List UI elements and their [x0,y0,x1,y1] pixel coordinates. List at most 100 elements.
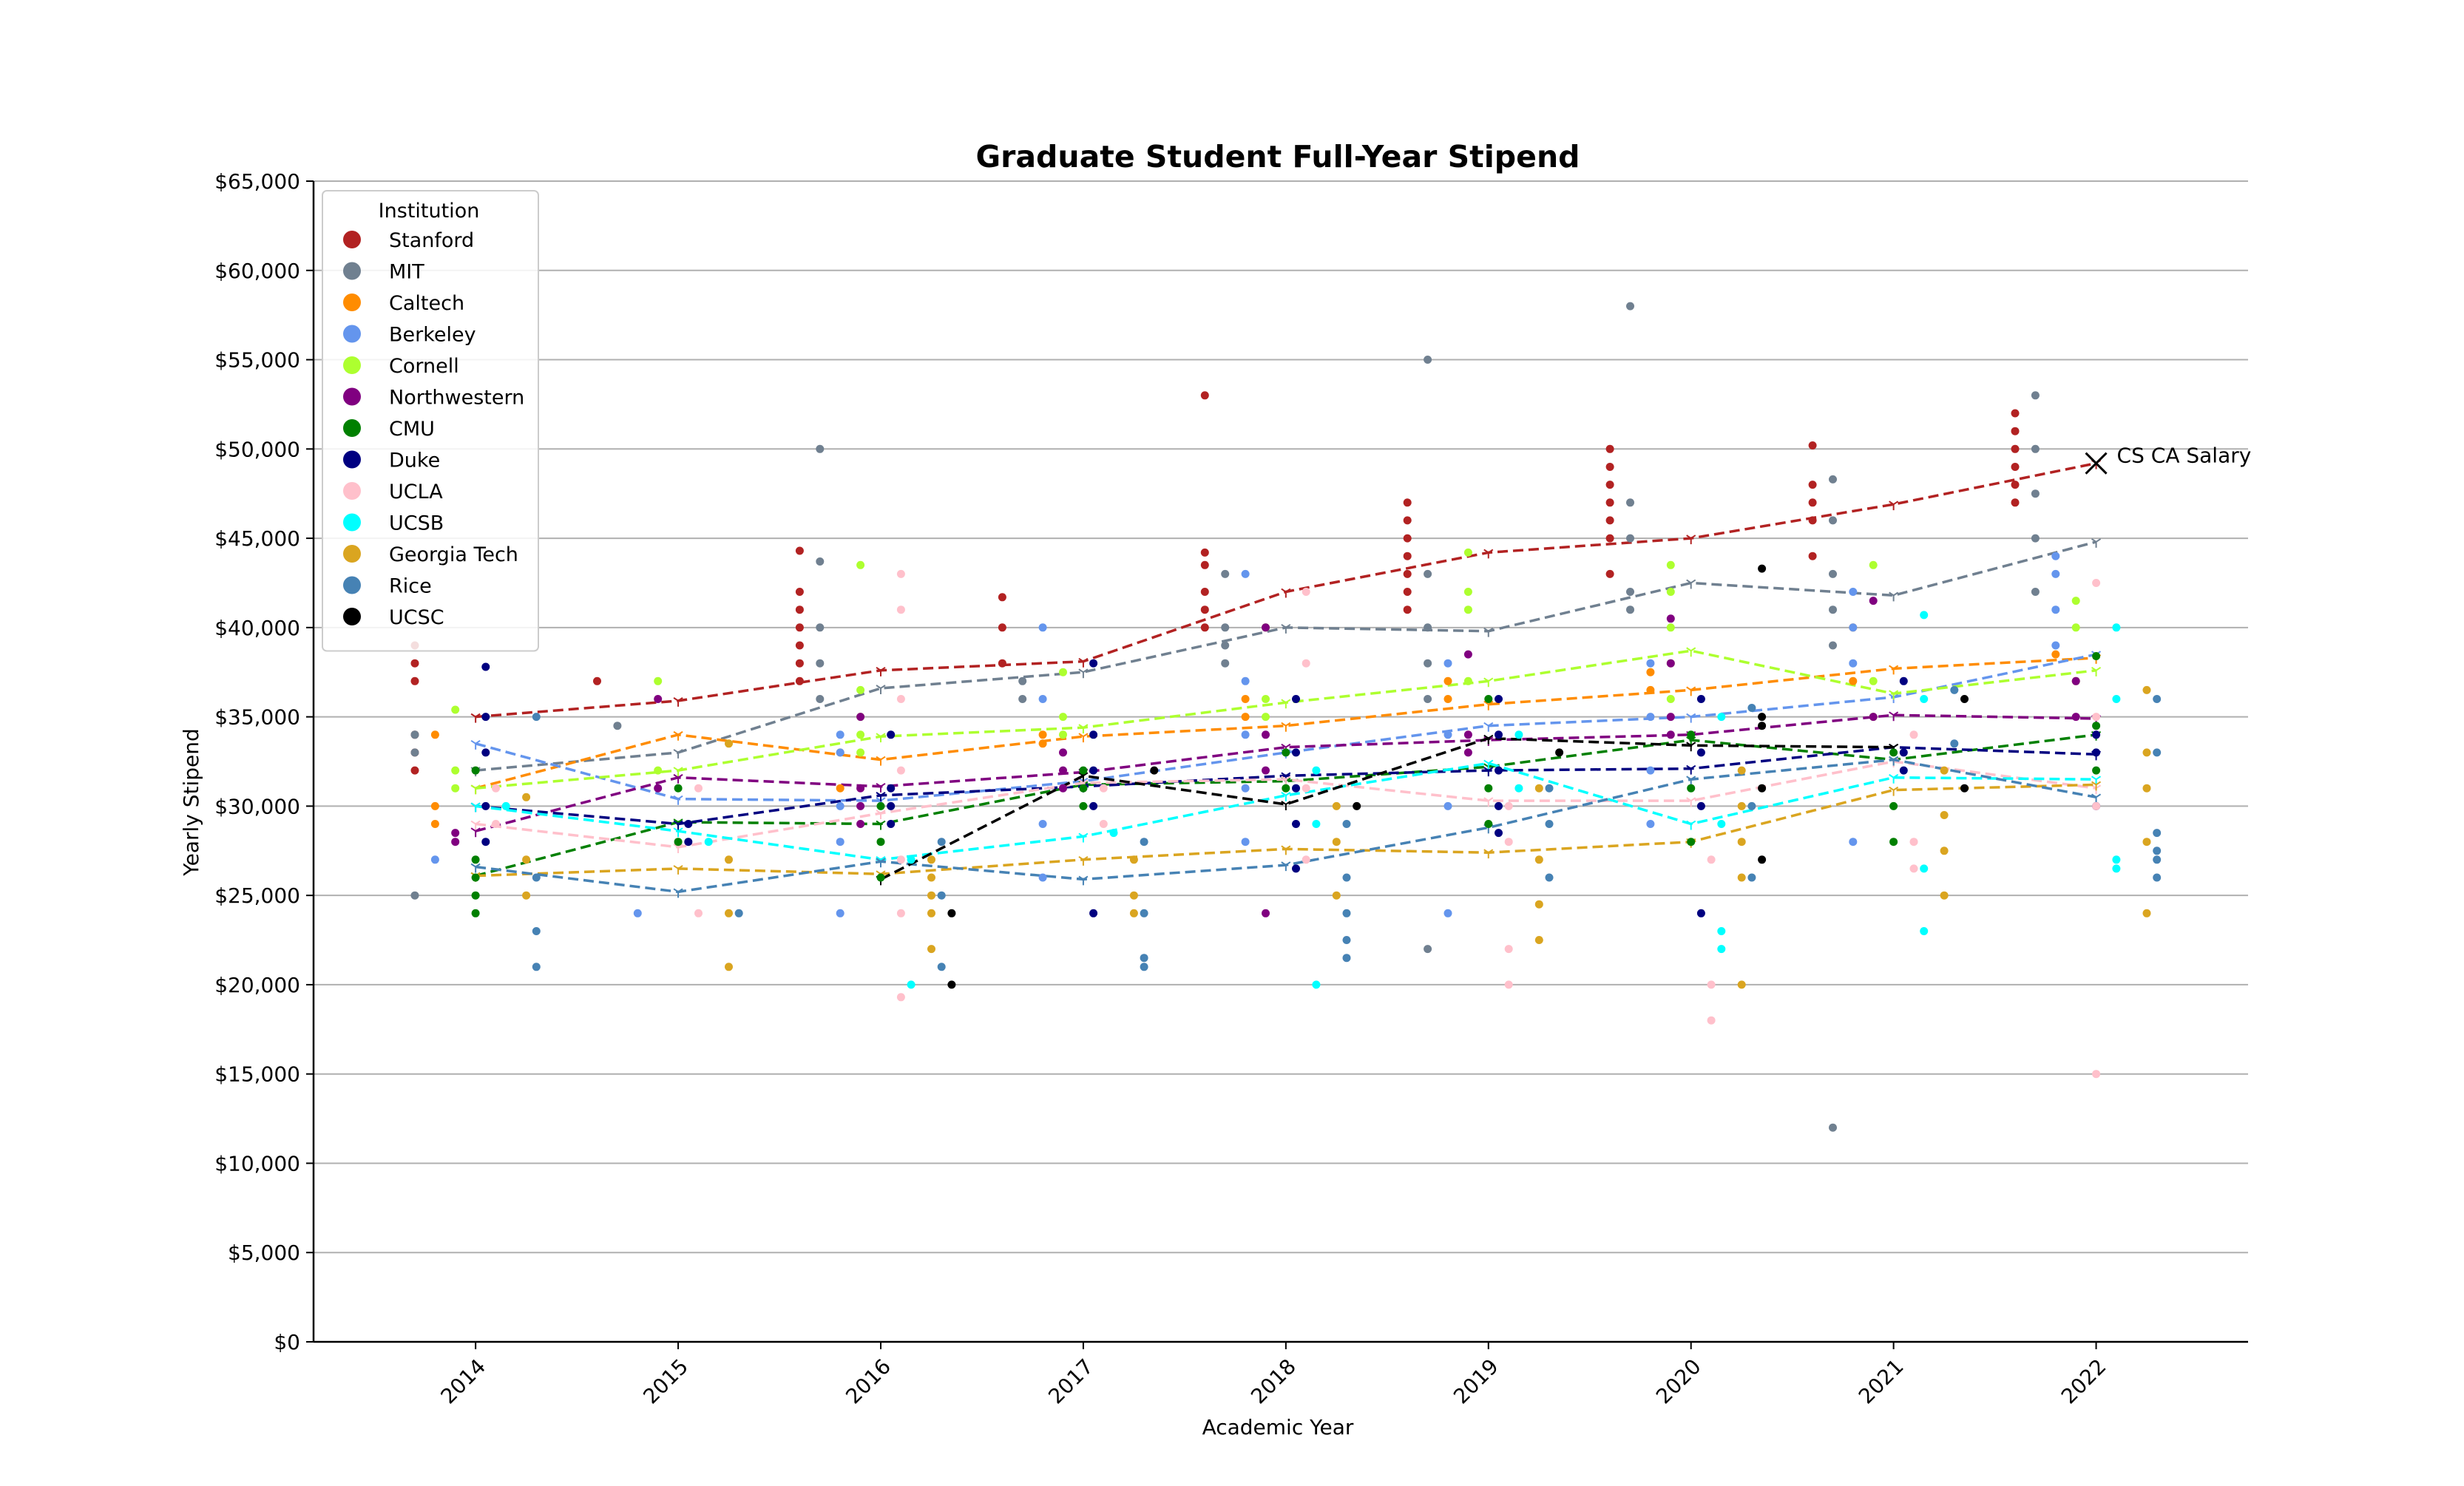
trend-marker [1889,711,1899,722]
data-point [1960,695,1969,703]
data-point [1707,855,1716,864]
trend-marker [1281,699,1291,709]
data-point [1920,927,1929,935]
data-point [471,891,480,900]
data-point [1262,623,1270,632]
data-point [694,784,703,793]
data-point [1889,748,1898,757]
trend-marker [876,820,886,830]
data-point [795,623,804,632]
trend-marker [1686,797,1696,807]
data-point [1666,623,1675,632]
data-point [1292,748,1300,757]
data-point [1424,945,1432,954]
data-point [1737,801,1746,810]
data-point [1038,623,1047,632]
data-point [2092,766,2101,775]
trend-marker [1281,792,1291,801]
data-point [1808,552,1817,560]
data-point [887,730,896,739]
data-point [1696,801,1705,810]
data-point [937,891,946,900]
data-point [896,993,905,1002]
data-point [674,784,683,793]
data-point [2011,463,2020,471]
data-point [816,695,825,703]
data-point [1292,695,1300,703]
data-point [725,739,733,748]
data-point [1666,614,1675,623]
y-tick-label: $25,000 [214,883,300,908]
data-point [2153,855,2162,864]
data-point [836,909,845,917]
trend-marker [470,820,481,830]
data-point [1059,668,1067,676]
data-point [471,766,480,775]
data-point [492,784,500,793]
data-point [2011,444,2020,453]
data-point [2142,909,2151,917]
data-point [734,909,743,917]
data-point [1282,748,1290,757]
data-point [1605,569,1614,578]
data-point [1534,900,1543,909]
data-point [1332,838,1341,847]
data-point [1302,855,1310,864]
trend-marker [1078,832,1089,843]
trend-marker [1686,713,1696,723]
data-point [725,963,733,971]
data-point [532,873,541,882]
data-point [1129,891,1138,900]
data-point [1312,820,1321,828]
data-point [1424,356,1432,364]
data-point [1484,820,1493,828]
data-point [725,909,733,917]
data-point [927,909,935,917]
trend-marker [1078,875,1089,886]
legend-box [322,190,539,652]
data-point [1424,695,1432,703]
data-point [451,838,460,847]
data-point [1534,936,1543,944]
data-point [1495,695,1503,703]
data-point [1089,730,1098,739]
data-point [1342,873,1351,882]
y-tick-label: $10,000 [214,1151,300,1175]
data-point [674,838,683,847]
data-point [1545,820,1554,828]
data-point [1463,650,1472,659]
data-point [654,766,663,775]
trend-line-ucsc [880,736,1894,881]
trend-marker [1889,501,1899,511]
data-point [1717,945,1726,954]
data-point [896,855,905,864]
data-point [1899,676,1908,685]
y-tick-label: $35,000 [214,705,300,730]
data-point [1696,909,1705,917]
data-point [1059,748,1067,757]
data-point [1717,927,1726,935]
data-point [2031,489,2040,498]
trend-marker [1686,535,1696,545]
legend-swatch [343,325,361,343]
data-point [1079,801,1088,810]
data-point [1292,784,1300,793]
data-point [1495,829,1503,838]
trend-marker [673,749,683,759]
data-point [430,801,439,810]
data-point [1129,909,1138,917]
data-point [1758,713,1767,722]
data-point [1262,909,1270,917]
data-point [907,855,915,864]
data-point [532,963,541,971]
data-point [1687,730,1696,739]
y-tick-label: $20,000 [214,973,300,997]
data-point [1869,713,1878,722]
data-point [2112,855,2121,864]
data-point [1920,695,1929,703]
data-point [1241,695,1250,703]
data-point [1899,748,1908,757]
data-point [1262,713,1270,722]
trend-marker [1078,733,1089,743]
y-tick-label: $40,000 [214,616,300,640]
